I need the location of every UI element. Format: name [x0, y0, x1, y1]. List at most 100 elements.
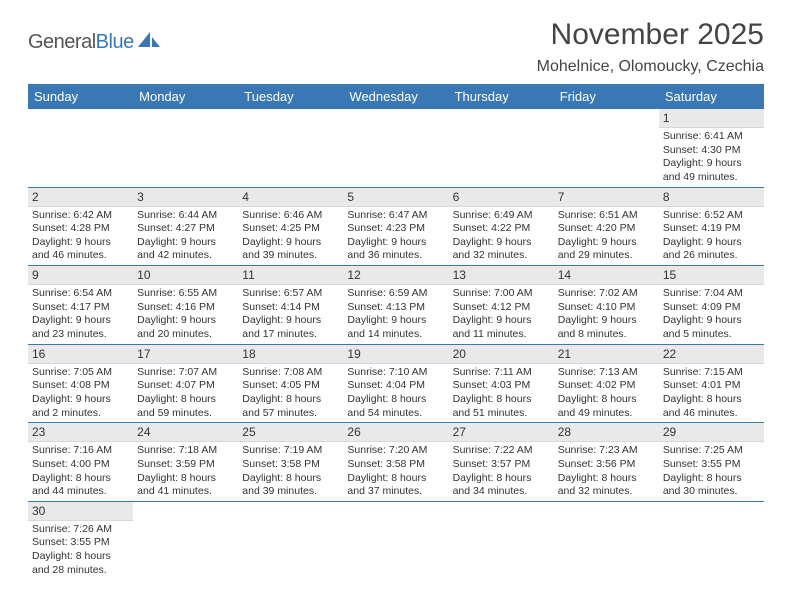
- day-body: Sunrise: 7:23 AMSunset: 3:56 PMDaylight:…: [554, 442, 659, 501]
- day-body: Sunrise: 7:02 AMSunset: 4:10 PMDaylight:…: [554, 285, 659, 344]
- logo: GeneralBlue: [28, 30, 162, 55]
- sunset-line: Sunset: 4:05 PM: [242, 379, 339, 393]
- day-body: Sunrise: 7:10 AMSunset: 4:04 PMDaylight:…: [343, 364, 448, 423]
- empty-cell: [238, 109, 343, 187]
- sunset-line: Sunset: 3:57 PM: [453, 458, 550, 472]
- sunset-line: Sunset: 4:07 PM: [137, 379, 234, 393]
- sunset-line: Sunset: 4:10 PM: [558, 301, 655, 315]
- day-number: 14: [554, 266, 659, 285]
- day-body: Sunrise: 6:41 AMSunset: 4:30 PMDaylight:…: [659, 128, 764, 187]
- daylight-line: Daylight: 9 hours and 39 minutes.: [242, 236, 339, 263]
- day-body: Sunrise: 7:11 AMSunset: 4:03 PMDaylight:…: [449, 364, 554, 423]
- calendar-head: SundayMondayTuesdayWednesdayThursdayFrid…: [28, 84, 764, 109]
- empty-cell: [554, 501, 659, 579]
- day-body: Sunrise: 7:16 AMSunset: 4:00 PMDaylight:…: [28, 442, 133, 501]
- day-body: Sunrise: 7:00 AMSunset: 4:12 PMDaylight:…: [449, 285, 554, 344]
- day-cell: 21Sunrise: 7:13 AMSunset: 4:02 PMDayligh…: [554, 344, 659, 423]
- sunrise-line: Sunrise: 6:51 AM: [558, 209, 655, 223]
- sunrise-line: Sunrise: 6:47 AM: [347, 209, 444, 223]
- day-cell: 2Sunrise: 6:42 AMSunset: 4:28 PMDaylight…: [28, 187, 133, 266]
- weekday-header: Tuesday: [238, 84, 343, 109]
- title-block: November 2025 Mohelnice, Olomoucky, Czec…: [537, 18, 764, 76]
- day-cell: 12Sunrise: 6:59 AMSunset: 4:13 PMDayligh…: [343, 266, 448, 345]
- sunset-line: Sunset: 3:56 PM: [558, 458, 655, 472]
- empty-cell: [133, 501, 238, 579]
- calendar-table: SundayMondayTuesdayWednesdayThursdayFrid…: [28, 84, 764, 579]
- day-body: Sunrise: 7:05 AMSunset: 4:08 PMDaylight:…: [28, 364, 133, 423]
- sunset-line: Sunset: 4:02 PM: [558, 379, 655, 393]
- month-title: November 2025: [537, 18, 764, 52]
- day-number: 25: [238, 423, 343, 442]
- day-cell: 23Sunrise: 7:16 AMSunset: 4:00 PMDayligh…: [28, 423, 133, 502]
- day-number: 20: [449, 345, 554, 364]
- day-cell: 14Sunrise: 7:02 AMSunset: 4:10 PMDayligh…: [554, 266, 659, 345]
- sail-icon: [136, 30, 162, 55]
- sunset-line: Sunset: 3:59 PM: [137, 458, 234, 472]
- sunrise-line: Sunrise: 7:08 AM: [242, 366, 339, 380]
- sunrise-line: Sunrise: 7:07 AM: [137, 366, 234, 380]
- sunrise-line: Sunrise: 7:23 AM: [558, 444, 655, 458]
- sunrise-line: Sunrise: 7:15 AM: [663, 366, 760, 380]
- day-number: 17: [133, 345, 238, 364]
- logo-part1: General: [28, 31, 96, 53]
- sunset-line: Sunset: 3:58 PM: [242, 458, 339, 472]
- day-cell: 20Sunrise: 7:11 AMSunset: 4:03 PMDayligh…: [449, 344, 554, 423]
- daylight-line: Daylight: 8 hours and 46 minutes.: [663, 393, 760, 420]
- sunrise-line: Sunrise: 6:49 AM: [453, 209, 550, 223]
- sunrise-line: Sunrise: 7:05 AM: [32, 366, 129, 380]
- sunrise-line: Sunrise: 6:57 AM: [242, 287, 339, 301]
- sunset-line: Sunset: 3:58 PM: [347, 458, 444, 472]
- daylight-line: Daylight: 9 hours and 17 minutes.: [242, 314, 339, 341]
- calendar-row: 2Sunrise: 6:42 AMSunset: 4:28 PMDaylight…: [28, 187, 764, 266]
- sunset-line: Sunset: 4:04 PM: [347, 379, 444, 393]
- day-cell: 4Sunrise: 6:46 AMSunset: 4:25 PMDaylight…: [238, 187, 343, 266]
- daylight-line: Daylight: 9 hours and 42 minutes.: [137, 236, 234, 263]
- sunset-line: Sunset: 4:00 PM: [32, 458, 129, 472]
- day-cell: 6Sunrise: 6:49 AMSunset: 4:22 PMDaylight…: [449, 187, 554, 266]
- sunrise-line: Sunrise: 7:18 AM: [137, 444, 234, 458]
- day-number: 18: [238, 345, 343, 364]
- empty-cell: [28, 109, 133, 187]
- day-number: 29: [659, 423, 764, 442]
- sunrise-line: Sunrise: 7:22 AM: [453, 444, 550, 458]
- day-number: 28: [554, 423, 659, 442]
- day-number: 16: [28, 345, 133, 364]
- day-number: 4: [238, 188, 343, 207]
- empty-cell: [554, 109, 659, 187]
- day-body: Sunrise: 7:04 AMSunset: 4:09 PMDaylight:…: [659, 285, 764, 344]
- daylight-line: Daylight: 9 hours and 46 minutes.: [32, 236, 129, 263]
- day-cell: 10Sunrise: 6:55 AMSunset: 4:16 PMDayligh…: [133, 266, 238, 345]
- sunrise-line: Sunrise: 7:26 AM: [32, 523, 129, 537]
- sunset-line: Sunset: 4:23 PM: [347, 222, 444, 236]
- calendar-row: 1Sunrise: 6:41 AMSunset: 4:30 PMDaylight…: [28, 109, 764, 187]
- day-body: Sunrise: 7:20 AMSunset: 3:58 PMDaylight:…: [343, 442, 448, 501]
- sunrise-line: Sunrise: 6:44 AM: [137, 209, 234, 223]
- daylight-line: Daylight: 8 hours and 34 minutes.: [453, 472, 550, 499]
- day-body: Sunrise: 7:15 AMSunset: 4:01 PMDaylight:…: [659, 364, 764, 423]
- day-body: Sunrise: 7:19 AMSunset: 3:58 PMDaylight:…: [238, 442, 343, 501]
- daylight-line: Daylight: 8 hours and 59 minutes.: [137, 393, 234, 420]
- weekday-header: Thursday: [449, 84, 554, 109]
- empty-cell: [343, 109, 448, 187]
- day-cell: 22Sunrise: 7:15 AMSunset: 4:01 PMDayligh…: [659, 344, 764, 423]
- day-number: 8: [659, 188, 764, 207]
- sunrise-line: Sunrise: 7:11 AM: [453, 366, 550, 380]
- day-cell: 13Sunrise: 7:00 AMSunset: 4:12 PMDayligh…: [449, 266, 554, 345]
- day-cell: 29Sunrise: 7:25 AMSunset: 3:55 PMDayligh…: [659, 423, 764, 502]
- sunrise-line: Sunrise: 7:20 AM: [347, 444, 444, 458]
- daylight-line: Daylight: 9 hours and 36 minutes.: [347, 236, 444, 263]
- sunset-line: Sunset: 4:22 PM: [453, 222, 550, 236]
- day-body: Sunrise: 7:13 AMSunset: 4:02 PMDaylight:…: [554, 364, 659, 423]
- day-number: 11: [238, 266, 343, 285]
- weekday-header: Wednesday: [343, 84, 448, 109]
- calendar-row: 23Sunrise: 7:16 AMSunset: 4:00 PMDayligh…: [28, 423, 764, 502]
- day-number: 7: [554, 188, 659, 207]
- sunrise-line: Sunrise: 7:00 AM: [453, 287, 550, 301]
- logo-part2: Blue: [96, 31, 134, 53]
- daylight-line: Daylight: 9 hours and 8 minutes.: [558, 314, 655, 341]
- day-cell: 27Sunrise: 7:22 AMSunset: 3:57 PMDayligh…: [449, 423, 554, 502]
- sunrise-line: Sunrise: 6:59 AM: [347, 287, 444, 301]
- day-cell: 1Sunrise: 6:41 AMSunset: 4:30 PMDaylight…: [659, 109, 764, 187]
- day-number: 6: [449, 188, 554, 207]
- empty-cell: [449, 109, 554, 187]
